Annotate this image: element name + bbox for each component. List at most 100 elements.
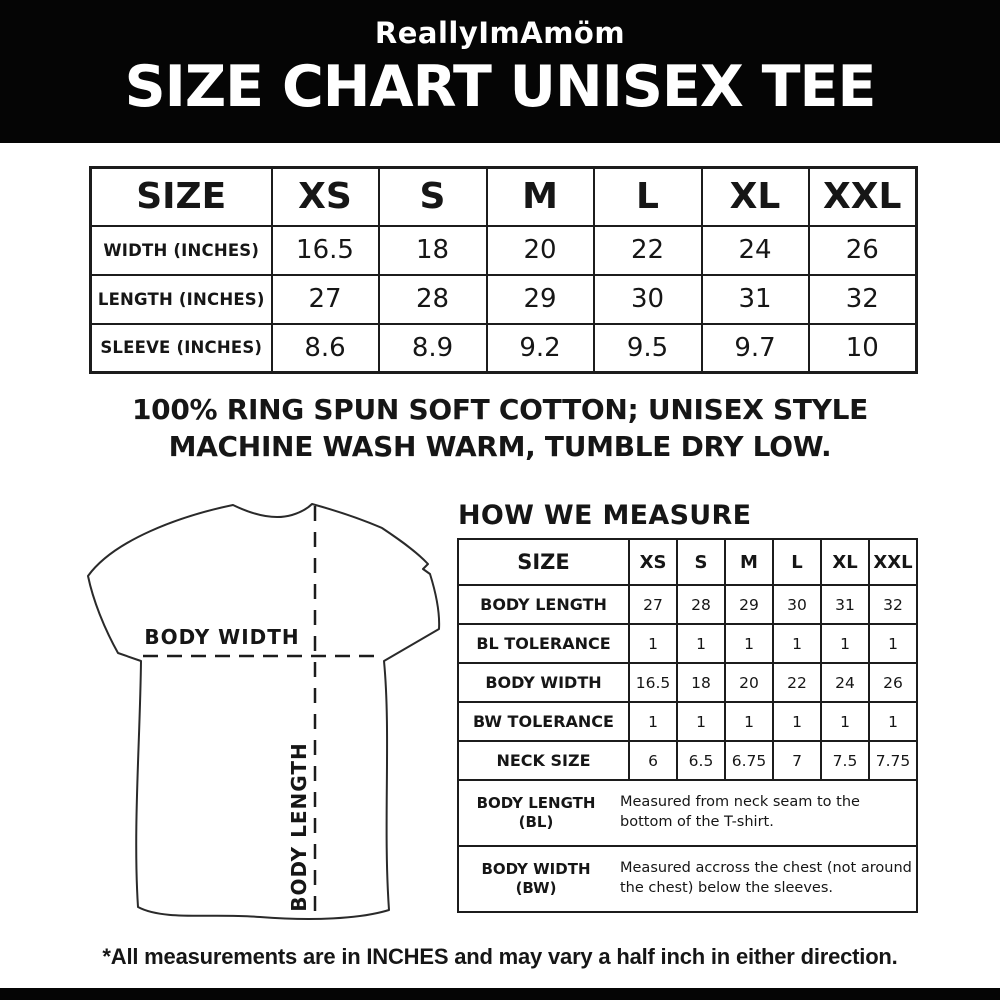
neck-s: 6.5: [676, 740, 726, 781]
measure-label-bw-tolerance: BW TOLERANCE: [457, 701, 630, 742]
body-length-l: 30: [772, 584, 822, 625]
tshirt-diagram: BODY WIDTH BODY LENGTH: [62, 490, 452, 940]
body-length-xs: 27: [628, 584, 678, 625]
bl-tol-l: 1: [772, 623, 822, 664]
sleeve-xl: 9.7: [700, 322, 810, 374]
measure-row-bl-tolerance: BL TOLERANCE 1 1 1 1 1 1: [457, 623, 918, 664]
measure-row-body-width: BODY WIDTH 16.5 18 20 22 24 26: [457, 662, 918, 703]
body-width-xl: 24: [820, 662, 870, 703]
measure-row-neck-size: NECK SIZE 6 6.5 6.75 7 7.5 7.75: [457, 740, 918, 781]
neck-xl: 7.5: [820, 740, 870, 781]
length-xl: 31: [700, 273, 810, 325]
body-length-s: 28: [676, 584, 726, 625]
measure-label-body-length: BODY LENGTH: [457, 584, 630, 625]
bw-tol-m: 1: [724, 701, 774, 742]
body-length-m: 29: [724, 584, 774, 625]
measure-header-row: SIZE XS S M L XL XXL: [457, 538, 918, 586]
definition-cell-bl: BODY LENGTH (BL) Measured from neck seam…: [457, 779, 918, 847]
length-l: 30: [592, 273, 703, 325]
measure-label-neck-size: NECK SIZE: [457, 740, 630, 781]
length-xxl: 32: [807, 273, 918, 325]
size-table-header-row: SIZE XS S M L XL XXL: [89, 166, 918, 227]
width-xl: 24: [700, 224, 810, 276]
bl-tol-xxl: 1: [868, 623, 918, 664]
page-title: SIZE CHART UNISEX TEE: [124, 53, 877, 120]
measure-label-body-width: BODY WIDTH: [457, 662, 630, 703]
definition-desc-bw: Measured accross the chest (not around t…: [620, 860, 912, 896]
body-width-l: 22: [772, 662, 822, 703]
size-table-header-l: L: [592, 166, 703, 227]
measure-header-xxl: XXL: [868, 538, 918, 586]
sleeve-s: 8.9: [377, 322, 488, 374]
bw-tol-s: 1: [676, 701, 726, 742]
bw-tol-xl: 1: [820, 701, 870, 742]
size-table-header-m: M: [485, 166, 595, 227]
body-length-xl: 31: [820, 584, 870, 625]
body-width-xxl: 26: [868, 662, 918, 703]
neck-m: 6.75: [724, 740, 774, 781]
neck-xs: 6: [628, 740, 678, 781]
row-label-width: WIDTH (INCHES): [89, 224, 273, 276]
bl-tol-m: 1: [724, 623, 774, 664]
row-label-length: LENGTH (INCHES): [89, 273, 273, 325]
width-m: 20: [485, 224, 595, 276]
care-line-2: MACHINE WASH WARM, TUMBLE DRY LOW.: [168, 430, 832, 463]
measure-header-s: S: [676, 538, 726, 586]
sleeve-xxl: 10: [807, 322, 918, 374]
body-width-xs: 16.5: [628, 662, 678, 703]
measure-header-l: L: [772, 538, 822, 586]
sleeve-m: 9.2: [485, 322, 595, 374]
row-label-sleeve: SLEEVE (INCHES): [89, 322, 273, 374]
neck-l: 7: [772, 740, 822, 781]
measure-section-heading: HOW WE MEASURE: [458, 500, 752, 531]
sleeve-xs: 8.6: [270, 322, 380, 374]
body-length-xxl: 32: [868, 584, 918, 625]
definition-term-bw: BODY WIDTH (BW): [481, 859, 591, 898]
bl-tol-s: 1: [676, 623, 726, 664]
brand-logo: ReallyImAmöm: [374, 15, 626, 50]
size-table-header-s: S: [377, 166, 488, 227]
length-xs: 27: [270, 273, 380, 325]
measure-table: SIZE XS S M L XL XXL BODY LENGTH 27 28 2…: [457, 538, 918, 913]
neck-xxl: 7.75: [868, 740, 918, 781]
body-width-label: BODY WIDTH: [144, 625, 299, 649]
table-row-length: LENGTH (INCHES) 27 28 29 30 31 32: [89, 273, 918, 325]
measure-header-xl: XL: [820, 538, 870, 586]
measure-row-bw-tolerance: BW TOLERANCE 1 1 1 1 1 1: [457, 701, 918, 742]
width-s: 18: [377, 224, 488, 276]
definition-cell-bw: BODY WIDTH (BW) Measured accross the che…: [457, 845, 918, 913]
measure-row-body-length: BODY LENGTH 27 28 29 30 31 32: [457, 584, 918, 625]
definition-term-bl: BODY LENGTH (BL): [476, 793, 596, 832]
width-xs: 16.5: [270, 224, 380, 276]
measurement-footnote: *All measurements are in INCHES and may …: [102, 944, 898, 969]
body-width-m: 20: [724, 662, 774, 703]
measure-header-m: M: [724, 538, 774, 586]
body-width-s: 18: [676, 662, 726, 703]
width-l: 22: [592, 224, 703, 276]
bl-tol-xs: 1: [628, 623, 678, 664]
sleeve-l: 9.5: [592, 322, 703, 374]
size-table-header-xl: XL: [700, 166, 810, 227]
bw-tol-l: 1: [772, 701, 822, 742]
tshirt-outline-path: [87, 503, 441, 920]
bl-tol-xl: 1: [820, 623, 870, 664]
bw-tol-xs: 1: [628, 701, 678, 742]
bottom-black-bar: [0, 988, 1000, 1000]
care-line-1: 100% RING SPUN SOFT COTTON; UNISEX STYLE: [131, 393, 869, 426]
size-table-header-xs: XS: [270, 166, 380, 227]
measure-header-size: SIZE: [457, 538, 630, 586]
definition-row-body-width: BODY WIDTH (BW) Measured accross the che…: [457, 845, 918, 913]
size-table: SIZE XS S M L XL XXL WIDTH (INCHES) 16.5…: [89, 166, 918, 374]
length-m: 29: [485, 273, 595, 325]
bw-tol-xxl: 1: [868, 701, 918, 742]
care-instructions: 100% RING SPUN SOFT COTTON; UNISEX STYLE…: [0, 391, 1000, 465]
size-table-header-size: SIZE: [89, 166, 273, 227]
tshirt-outline-illustration: BODY WIDTH BODY LENGTH: [87, 503, 441, 920]
definition-row-body-length: BODY LENGTH (BL) Measured from neck seam…: [457, 779, 918, 847]
header-banner: ReallyImAmöm SIZE CHART UNISEX TEE: [0, 0, 1000, 143]
body-length-label: BODY LENGTH: [287, 742, 311, 911]
length-s: 28: [377, 273, 488, 325]
table-row-sleeve: SLEEVE (INCHES) 8.6 8.9 9.2 9.5 9.7 10: [89, 322, 918, 374]
table-row-width: WIDTH (INCHES) 16.5 18 20 22 24 26: [89, 224, 918, 276]
size-table-header-xxl: XXL: [807, 166, 918, 227]
